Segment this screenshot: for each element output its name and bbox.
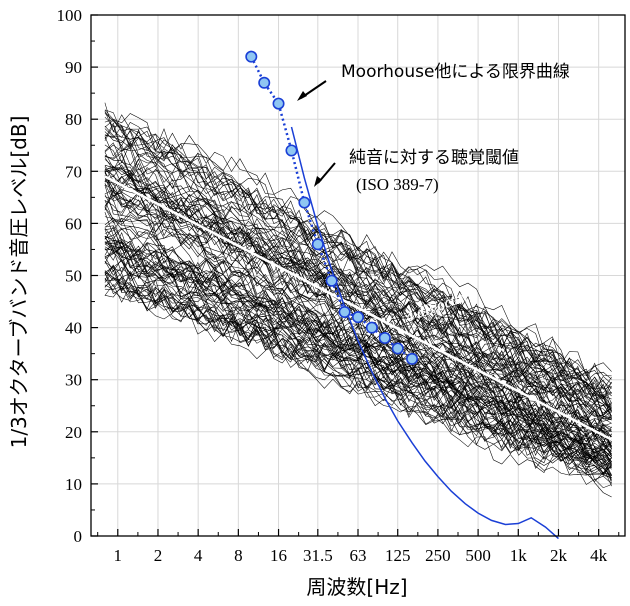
trend-line [104,175,613,441]
annotations: Moorhouse他による限界曲線 純音に対する聴覚閾値 (ISO 389-7)… [297,62,570,326]
noise-curve [104,255,612,478]
moorhouse-point [406,352,419,365]
x-axis: 1 2 4 8 16 31.5 63 125 250 500 1k 2k 4k [97,529,620,565]
noise-curve [104,128,612,417]
moorhouse-point [325,274,338,287]
noise-curve [104,276,612,487]
moorhouse-arrowhead [297,91,307,101]
noise-curve [104,143,612,411]
trend-line-path [104,175,613,441]
noise-curve [104,207,612,431]
moorhouse-point [272,97,285,110]
noise-curve [104,271,612,470]
noise-curve [104,142,612,407]
x-tick-label: 1 [114,546,123,565]
x-tick-label: 1k [510,546,528,565]
moorhouse-point [391,342,404,355]
x-tick-label: 2k [550,546,568,565]
y-tick-label: 90 [65,58,82,77]
y-tick-label: 100 [57,6,83,25]
x-tick-label: 250 [425,546,451,565]
noise-curve [104,217,612,443]
x-tick-label: 31.5 [303,546,333,565]
noise-curve [104,113,612,396]
moorhouse-point [338,305,351,318]
noise-curve [104,111,612,390]
x-tick-label: 2 [154,546,163,565]
noise-curve [104,122,612,389]
noise-curve [104,164,612,424]
y-tick-label: 60 [65,214,82,233]
y-tick-label: 30 [65,371,82,390]
y-tick-label: 80 [65,110,82,129]
threshold-annotation-sub: (ISO 389-7) [356,175,439,194]
noise-curve [104,225,612,452]
y-tick-label: 0 [74,527,83,546]
y-tick-label: 10 [65,475,82,494]
noise-curve [104,285,612,482]
moorhouse-point [258,76,271,89]
x-tick-label: 4k [590,546,608,565]
moorhouse-point [285,144,298,157]
threshold-arrowhead [314,176,322,187]
noise-curve [104,247,612,468]
x-tick-label: 63 [350,546,367,565]
noise-curve [104,153,612,421]
moorhouse-point [245,50,258,63]
noise-curve [104,234,612,447]
x-tick-label: 4 [194,546,203,565]
noise-curve [104,148,612,394]
y-tick-label: 70 [65,162,82,181]
x-tick-label: 125 [385,546,411,565]
moorhouse-point [298,196,311,209]
noise-curve [104,242,612,469]
noise-curve [104,249,612,468]
moorhouse-series [245,50,419,365]
x-tick-label: 8 [234,546,243,565]
y-tick-label: 40 [65,319,82,338]
y-axis: 0 10 20 30 40 50 60 70 80 90 100 [57,6,98,546]
moorhouse-point [311,238,324,251]
noise-curve [104,278,612,473]
x-tick-label: 500 [465,546,491,565]
moorhouse-point [351,311,364,324]
noise-curve [104,116,612,390]
x-axis-title: 周波数[Hz] [306,575,407,599]
noise-curve [104,194,612,448]
noise-curve [104,272,612,476]
noise-curve [104,176,612,417]
noise-curve [104,242,612,476]
noise-curve [104,109,612,377]
moorhouse-annotation: Moorhouse他による限界曲線 [341,62,570,82]
noise-curve [104,272,612,484]
noise-curve [104,175,612,419]
noise-curve [104,159,612,411]
noise-curve [104,270,612,461]
threshold-annotation: 純音に対する聴覚閾値 [349,148,519,168]
noise-curve [104,285,612,481]
y-tick-label: 50 [65,267,82,286]
moorhouse-point [378,332,391,345]
y-tick-label: 20 [65,423,82,442]
noise-curve [104,246,612,465]
noise-curve [104,235,612,457]
moorhouse-point [365,321,378,334]
y-axis-title: 1/3オクターブバンド音圧レベル[dB] [7,116,31,449]
x-tick-label: 16 [270,546,287,565]
